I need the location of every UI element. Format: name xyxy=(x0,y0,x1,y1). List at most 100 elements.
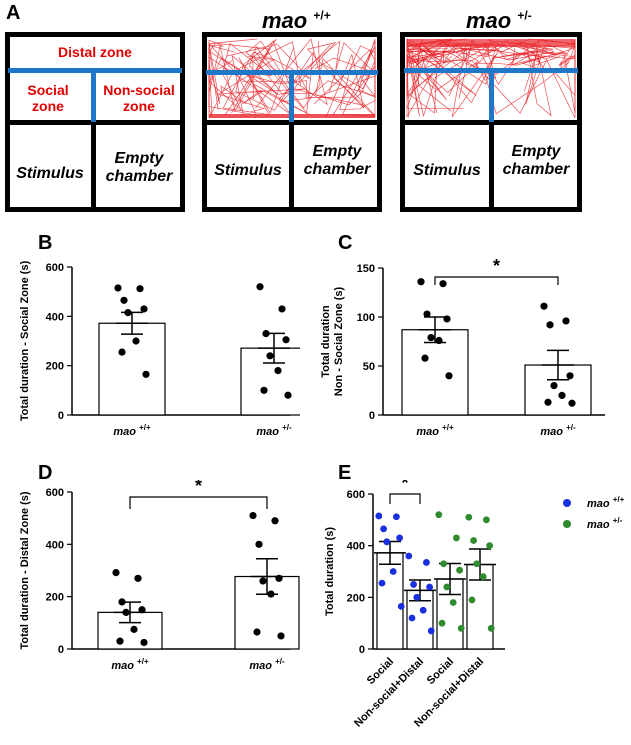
y-tick-label: 100 xyxy=(357,312,375,324)
data-point xyxy=(118,598,126,606)
legend-label: mao +/+ xyxy=(587,495,625,510)
data-point xyxy=(435,511,443,519)
data-point xyxy=(274,367,282,375)
panel-letter-c: C xyxy=(338,232,353,254)
track-path xyxy=(208,41,302,111)
significance-bracket xyxy=(129,496,268,509)
distal-zone-label: Distal zone xyxy=(58,44,132,60)
data-point xyxy=(440,560,447,568)
data-point xyxy=(427,627,435,635)
y-tick-label: 600 xyxy=(46,487,64,499)
schematic-chamber-divider xyxy=(91,120,96,212)
stimulus-label-wt: Stimulus xyxy=(214,162,282,179)
data-point xyxy=(419,606,427,614)
significance-star: * xyxy=(493,256,500,276)
data-point xyxy=(282,336,290,344)
data-point xyxy=(249,511,257,520)
data-point xyxy=(486,542,493,550)
y-axis-label: Total durationNon - Social Zone (s) xyxy=(320,286,345,396)
data-point xyxy=(118,348,126,356)
data-point xyxy=(413,593,421,601)
y-tick-label: 0 xyxy=(58,410,64,422)
data-point xyxy=(457,624,465,632)
social-zone-label: Social zone xyxy=(27,82,69,114)
chart-b: 0 200 400 600 Total duration - Social Zone (… xyxy=(19,260,300,438)
data-point xyxy=(130,625,138,633)
data-point xyxy=(253,628,261,636)
data-point xyxy=(112,568,120,577)
genotype-title-het: mao +/- xyxy=(466,8,532,34)
y-tick-label: 400 xyxy=(46,311,64,323)
chart-d: 0 200 400 600 Total duration - Distal Zone (… xyxy=(19,480,300,672)
empty-chamber-label: Empty chamber xyxy=(105,150,173,185)
data-point xyxy=(479,573,487,581)
y-tick-label: 400 xyxy=(347,541,365,553)
data-point xyxy=(262,330,270,338)
data-point xyxy=(426,583,433,591)
data-point xyxy=(122,608,130,616)
data-point xyxy=(468,596,476,604)
data-point xyxy=(389,568,397,575)
y-tick-label: 0 xyxy=(359,644,365,656)
x-tick-label: mao +/- xyxy=(540,423,576,438)
data-point xyxy=(383,538,391,546)
data-point xyxy=(546,321,554,329)
track-path xyxy=(208,42,258,116)
x-tick-label: mao +/+ xyxy=(416,423,454,438)
y-axis-label: Total duration - Distal Zone (s) xyxy=(19,491,31,649)
data-point xyxy=(558,391,566,399)
data-point xyxy=(271,517,279,525)
panel-letter-e: E xyxy=(338,462,352,484)
chart-c: 0 50 100 150 Total durationNon - Social Zone… xyxy=(320,256,605,438)
data-point xyxy=(136,285,144,293)
track-path xyxy=(220,83,311,116)
genotype-title-wt: mao +/+ xyxy=(262,8,331,34)
genotype-name: mao xyxy=(262,8,308,33)
data-point xyxy=(443,583,451,591)
data-point xyxy=(278,305,286,313)
data-point xyxy=(568,399,576,407)
y-tick-label: 200 xyxy=(46,592,64,604)
y-tick-label: 600 xyxy=(46,262,64,274)
data-point xyxy=(275,574,283,582)
track-het xyxy=(406,38,577,119)
data-point xyxy=(550,382,558,390)
significance-star: * xyxy=(401,480,408,493)
x-tick-label: mao +/+ xyxy=(111,657,149,672)
y-tick-label: 200 xyxy=(46,361,64,373)
zone-line-vertical-het xyxy=(489,70,494,122)
data-point xyxy=(267,590,275,598)
genotype-sup: +/+ xyxy=(313,8,331,23)
data-point xyxy=(260,386,268,394)
data-point xyxy=(483,516,490,524)
bar xyxy=(401,329,469,416)
y-tick-label: 50 xyxy=(363,361,375,373)
zone-line-vertical xyxy=(91,70,96,122)
y-tick-label: 0 xyxy=(58,644,64,656)
y-tick-label: 400 xyxy=(46,539,64,551)
significance-bracket xyxy=(434,276,559,285)
legend-label: mao +/- xyxy=(587,516,623,531)
data-point xyxy=(439,280,447,288)
y-axis-label: Total duration - Social Zone (s) xyxy=(19,260,31,421)
track-path xyxy=(281,42,365,119)
data-point xyxy=(566,372,574,380)
data-point xyxy=(562,317,570,325)
genotype-sup: +/- xyxy=(517,8,532,23)
arena-het-chamber-divider xyxy=(489,120,494,212)
y-tick-label: 0 xyxy=(369,410,375,422)
data-point xyxy=(423,310,431,318)
data-point xyxy=(456,566,463,574)
nonsocial-zone-label: Non-social zone xyxy=(103,82,175,114)
track-path xyxy=(242,38,328,109)
data-point xyxy=(114,284,122,292)
data-point xyxy=(410,581,417,588)
bar xyxy=(376,552,404,650)
arena-wt-chamber-divider xyxy=(289,120,294,212)
data-point xyxy=(470,537,477,544)
data-point xyxy=(132,337,140,345)
data-point xyxy=(544,398,552,406)
data-point xyxy=(256,283,264,291)
zone-line-vertical-wt xyxy=(289,72,294,122)
